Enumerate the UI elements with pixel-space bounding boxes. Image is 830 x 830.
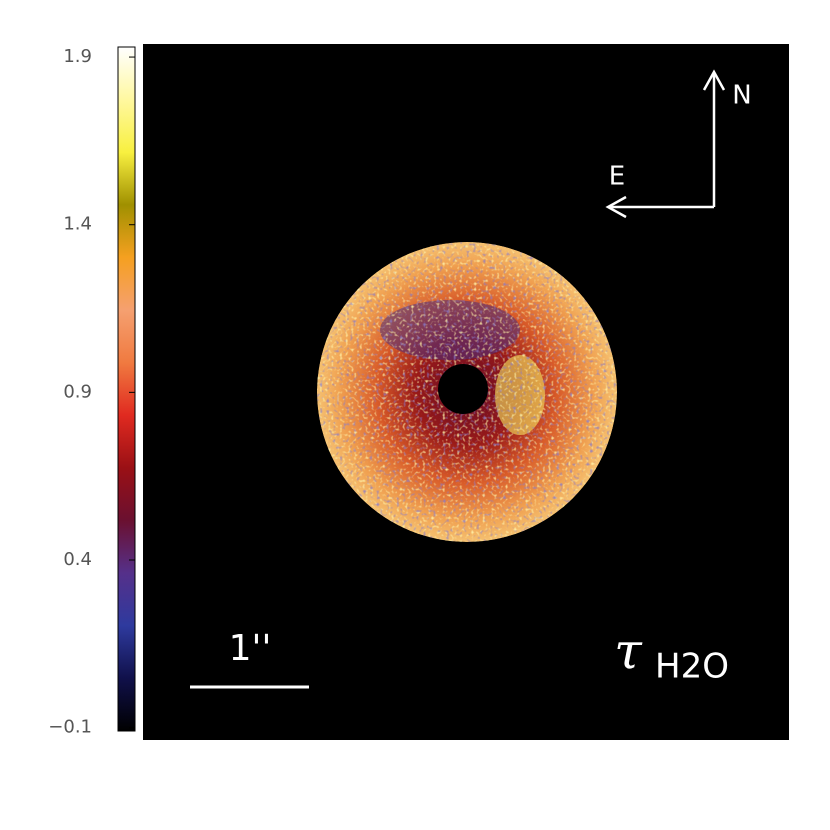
east-label: E (609, 162, 625, 192)
colorbar-tick-label: 1.4 (63, 214, 92, 235)
arrowhead (702, 69, 726, 91)
quantity-subscript: H2O (655, 647, 729, 687)
compass (605, 69, 726, 219)
disk-hole (438, 364, 488, 414)
scale-label: 1'' (229, 628, 272, 669)
colorbar (117, 46, 136, 732)
colorbar-tick-label: −0.1 (48, 717, 92, 738)
colorbar-tick-label: 0.4 (63, 549, 92, 570)
quantity-symbol: τ (614, 622, 643, 680)
north-label: N (732, 81, 751, 111)
colorbar-tick-label: 0.9 (63, 381, 92, 402)
arrowhead (605, 195, 627, 219)
colorbar-tick-label: 1.9 (63, 46, 92, 67)
